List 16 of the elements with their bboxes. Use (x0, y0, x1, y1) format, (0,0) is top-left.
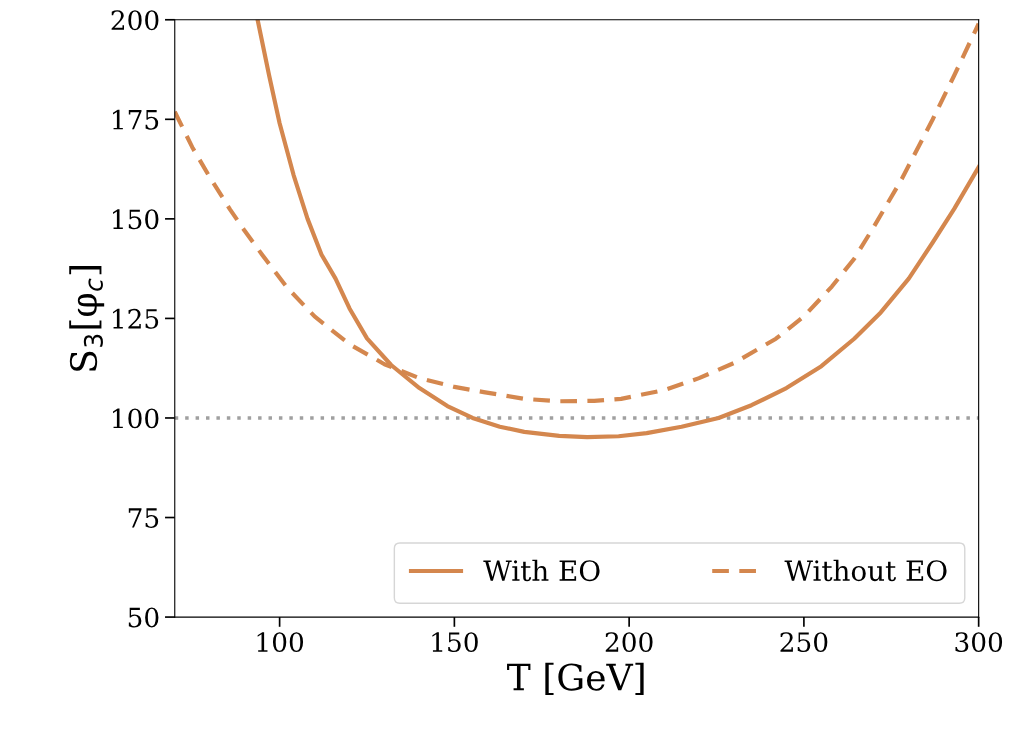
legend-label: Without EO (784, 559, 947, 582)
x-tick-label: 300 (955, 632, 1003, 653)
y-tick-label: 75 (128, 508, 159, 528)
x-tick-label: 250 (780, 632, 828, 653)
x-tick-label: 150 (432, 632, 478, 653)
y-tick-label: 50 (128, 607, 159, 628)
y-axis-title: S$_{3}$[φ$_{c}$] (69, 266, 105, 371)
y-tick-label: 100 (113, 408, 159, 429)
y-tick-label: 125 (113, 308, 159, 329)
legend-label: With EO (483, 559, 600, 582)
y-tick-label: 200 (111, 10, 159, 31)
x-axis-title: T [GeV] (507, 662, 644, 695)
y-tick-label: 150 (113, 209, 159, 230)
x-tick-label: 200 (605, 632, 653, 653)
y-tick-label: 175 (113, 109, 159, 130)
x-tick-label: 100 (257, 632, 304, 653)
